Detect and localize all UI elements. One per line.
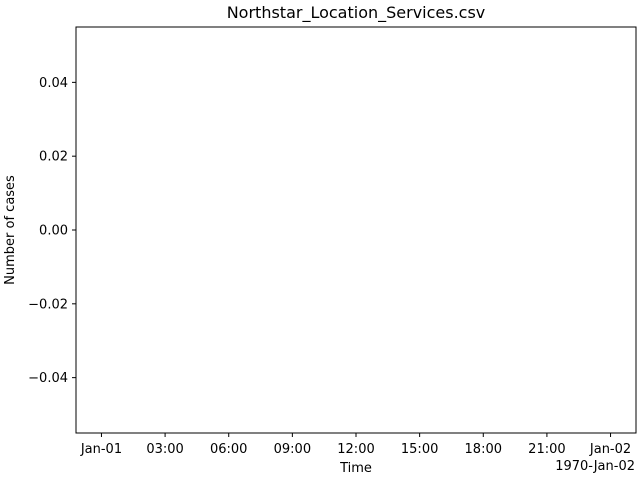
- y-axis: 0.04 0.02 0.00 −0.02 −0.04: [28, 76, 76, 386]
- x-tick-label: Jan-01: [80, 442, 122, 457]
- chart-title: Northstar_Location_Services.csv: [227, 3, 486, 23]
- x-tick-label: 06:00: [210, 442, 247, 457]
- x-tick-label: 18:00: [465, 442, 502, 457]
- y-axis-label: Number of cases: [3, 175, 18, 285]
- x-tick-label: 03:00: [146, 442, 183, 457]
- x-axis: Jan-01 03:00 06:00 09:00 12:00 15:00 18:00 21:0…: [80, 433, 631, 457]
- x-tick-label: 12:00: [337, 442, 374, 457]
- x-tick-label: 15:00: [401, 442, 438, 457]
- y-tick-label: 0.00: [39, 224, 68, 239]
- x-axis-offset-label: 1970-Jan-02: [555, 459, 635, 474]
- y-tick-label: 0.04: [39, 76, 68, 91]
- x-tick-label: Jan-02: [589, 442, 631, 457]
- plot-area: [75, 26, 637, 434]
- y-tick-label: −0.02: [28, 297, 68, 312]
- x-tick-label: 21:00: [528, 442, 565, 457]
- y-tick-label: 0.02: [39, 150, 68, 165]
- x-tick-label: 09:00: [274, 442, 311, 457]
- x-axis-label: Time: [339, 461, 372, 476]
- y-tick-label: −0.04: [28, 371, 68, 386]
